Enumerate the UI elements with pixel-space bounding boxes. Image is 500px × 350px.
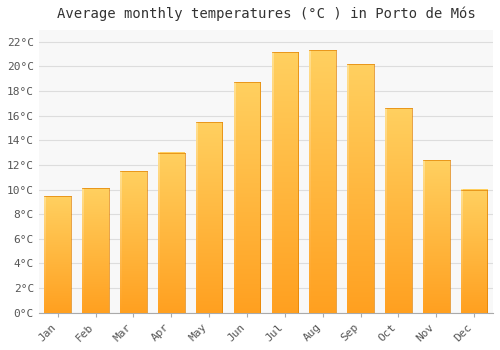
Title: Average monthly temperatures (°C ) in Porto de Mós: Average monthly temperatures (°C ) in Po… [56,7,476,21]
